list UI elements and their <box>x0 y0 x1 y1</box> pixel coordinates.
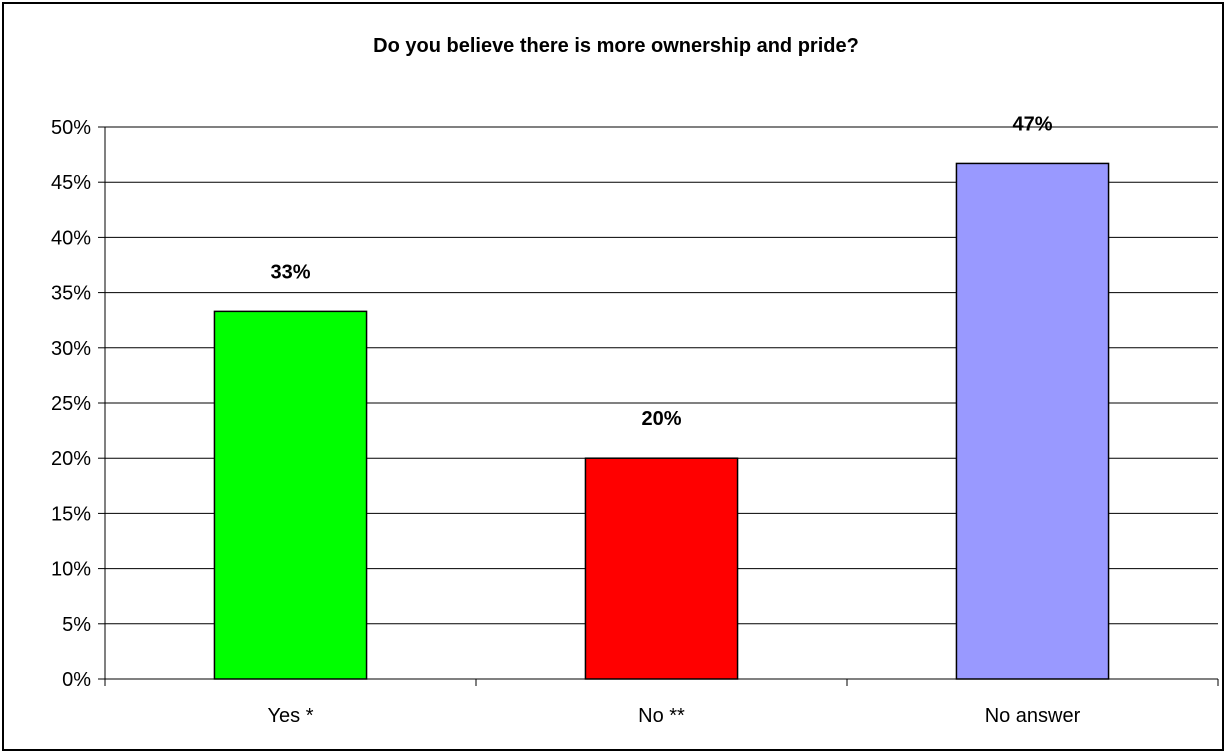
y-tick-label: 45% <box>51 172 91 194</box>
data-label: 20% <box>641 408 681 430</box>
data-labels: 33% 20% 47% <box>270 113 1052 430</box>
x-tick-label: No answer <box>985 705 1081 727</box>
bar <box>584 457 739 680</box>
data-label: 47% <box>1012 113 1052 135</box>
x-axis-labels: Yes * No ** No answer <box>268 705 1081 727</box>
y-tick-label: 50% <box>51 117 91 139</box>
data-label: 33% <box>270 261 310 283</box>
y-tick-label: 20% <box>51 448 91 470</box>
bar <box>213 310 368 680</box>
y-tick-label: 15% <box>51 503 91 525</box>
y-tick-label: 40% <box>51 227 91 249</box>
bars <box>213 162 1110 680</box>
y-axis-ticks: 0% 5% 10% 15% 20% 25% 30% 35% 40% 45% 50% <box>51 117 105 691</box>
x-tick-label: Yes * <box>268 705 314 727</box>
y-tick-label: 0% <box>62 669 91 691</box>
chart-title: Do you believe there is more ownership a… <box>373 35 859 57</box>
axes <box>104 127 1219 686</box>
y-tick-label: 10% <box>51 559 91 581</box>
y-tick-label: 30% <box>51 338 91 360</box>
bar <box>955 162 1110 680</box>
y-tick-label: 35% <box>51 283 91 305</box>
y-tick-label: 5% <box>62 614 91 636</box>
y-tick-label: 25% <box>51 393 91 415</box>
x-tick-label: No ** <box>638 705 685 727</box>
